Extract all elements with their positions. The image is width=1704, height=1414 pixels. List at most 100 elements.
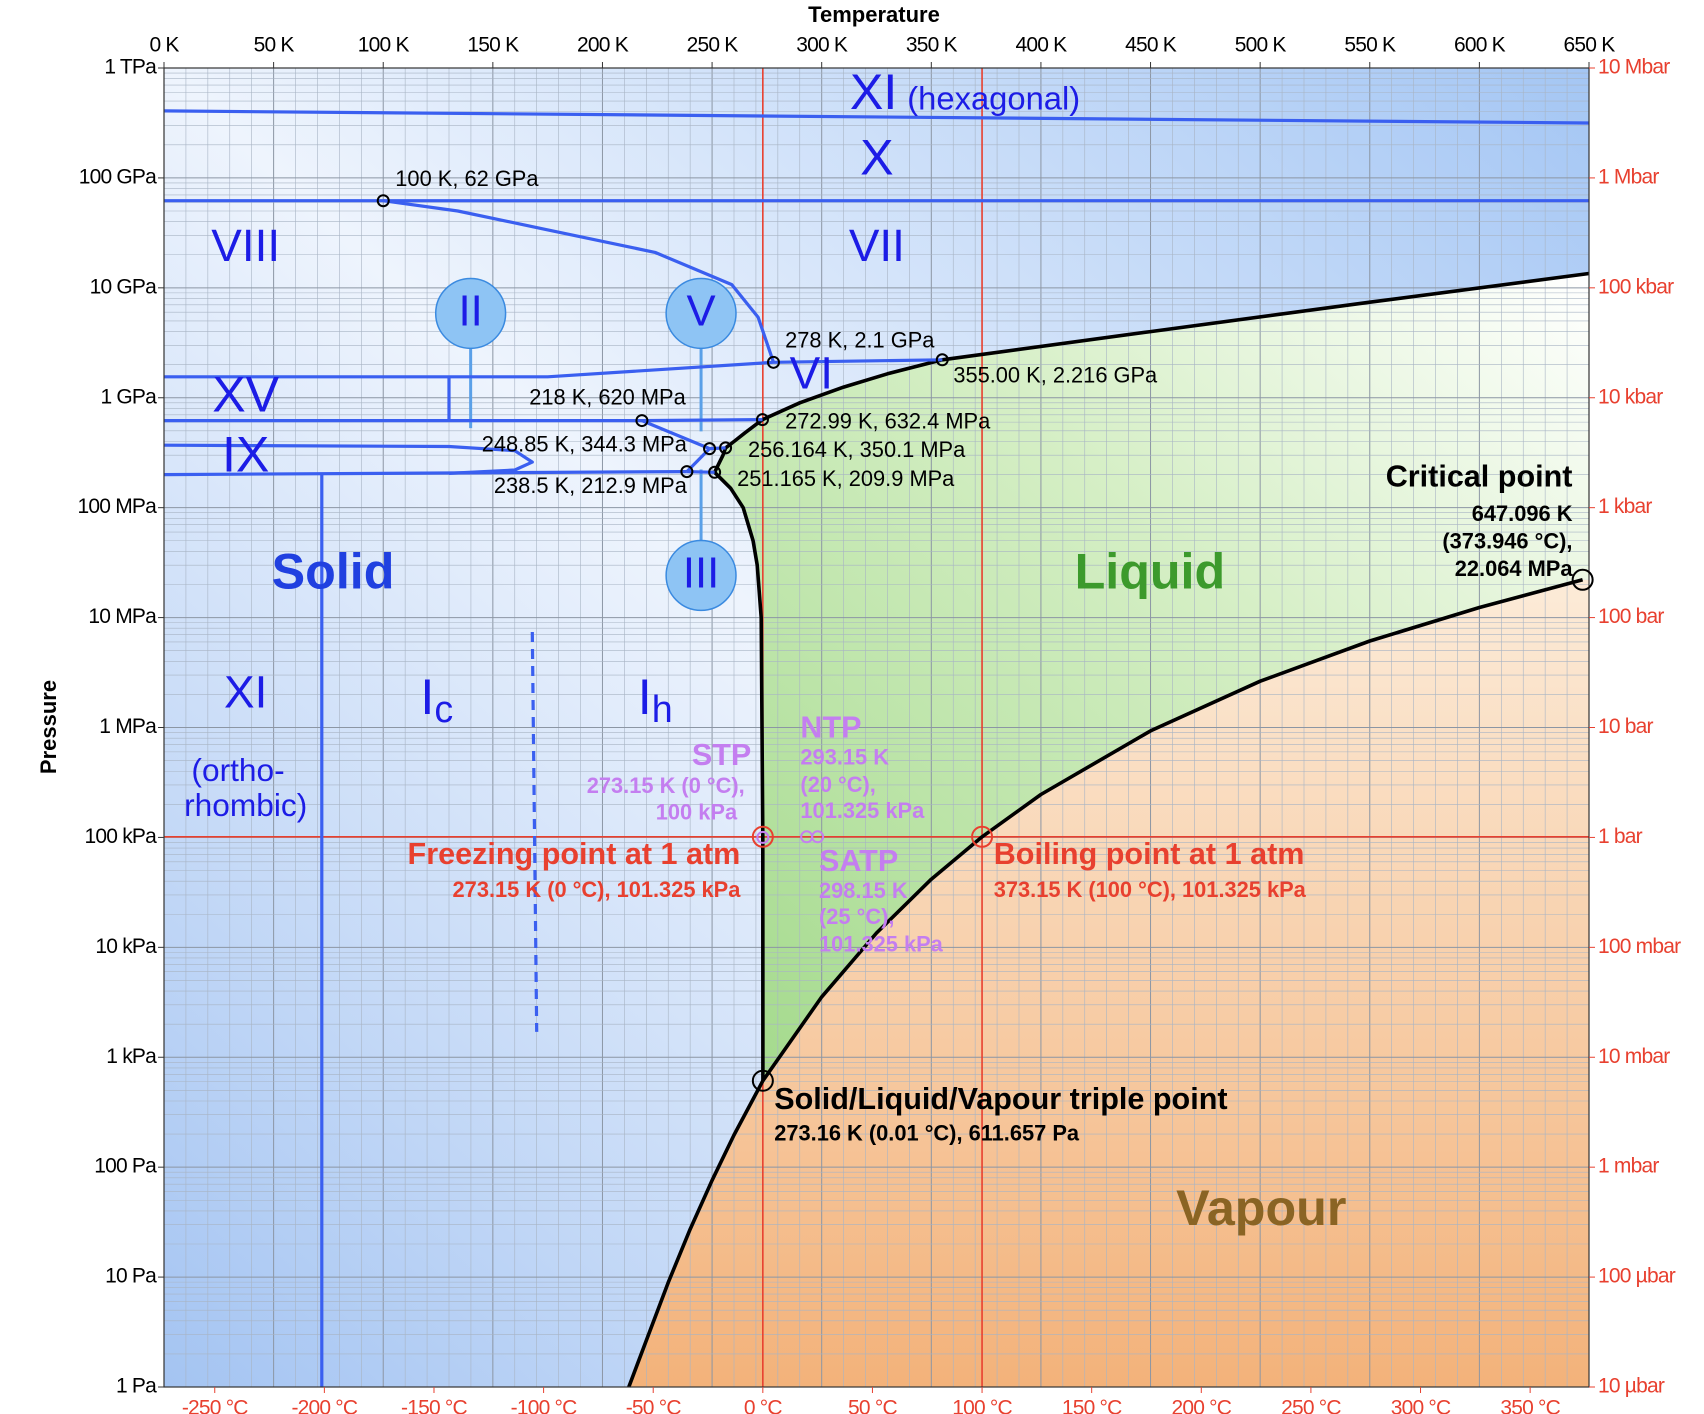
point-label: Freezing point at 1 atm: [408, 837, 741, 871]
y-tick-label: 1 Pa: [116, 1375, 157, 1398]
x-axis-title: Temperature: [808, 2, 940, 27]
point-label: STP: [692, 738, 751, 772]
region-label-text: VII: [849, 219, 905, 271]
phase-boundary: [761, 358, 943, 422]
x2-tick-label: -250 °C: [182, 1397, 248, 1414]
point-marker: [751, 1069, 774, 1092]
y2-tick-label: 10 mbar: [1598, 1045, 1670, 1068]
point-marker: [756, 830, 770, 844]
x-tick-label: 450 K: [1125, 34, 1177, 57]
y-tick-label: 10 MPa: [88, 605, 157, 628]
point-label: (20 °C),: [800, 772, 875, 797]
phase-boundary: [641, 419, 711, 451]
region-label: XI: [224, 666, 267, 718]
point-label: 278 K, 2.1 GPa: [785, 328, 935, 353]
x2-tick-label: 250 °C: [1281, 1397, 1341, 1414]
region-label: XV: [212, 367, 279, 423]
x-tick-label: 600 K: [1454, 34, 1506, 57]
point-label: (373.946 °C),: [1442, 528, 1572, 553]
x2-tick-label: 350 °C: [1500, 1397, 1560, 1414]
region-label-text: II: [459, 286, 483, 335]
y2-tick-label: 1 Mbar: [1598, 165, 1659, 188]
region-label: Liquid: [1075, 544, 1226, 600]
x-tick-label: 500 K: [1235, 34, 1287, 57]
point-label: 293.15 K: [800, 745, 889, 770]
region-label-text: III: [683, 548, 719, 597]
region-label-text: XI: [850, 64, 897, 120]
point-label: Boiling point at 1 atm: [994, 837, 1305, 871]
phase-boundary: [709, 446, 726, 451]
region-label: II: [459, 286, 483, 335]
region-label: VI: [790, 347, 833, 399]
region-label: V: [686, 286, 715, 335]
region-label: rhombic): [184, 787, 307, 823]
x-tick-label: 250 K: [687, 34, 739, 57]
y-tick-label: 100 kPa: [85, 825, 158, 848]
point-marker: [376, 194, 390, 208]
x-tick-label: 200 K: [577, 34, 629, 57]
point-marker: [719, 441, 733, 455]
label-circle: [665, 539, 737, 612]
y2-tick-label: 10 bar: [1598, 715, 1654, 738]
region-label: X: [860, 130, 894, 186]
point-label: 298.15 K: [819, 878, 908, 903]
point-label: Solid/Liquid/Vapour triple point: [774, 1082, 1227, 1116]
region-label: Vapour: [1176, 1180, 1346, 1236]
point-label: Critical point: [1386, 459, 1573, 493]
region-label-text: X: [860, 130, 894, 186]
x2-tick-label: 150 °C: [1062, 1397, 1122, 1414]
point-marker: [1571, 568, 1594, 591]
phase-boundary: [164, 360, 774, 379]
region-label-text: (hexagonal): [907, 79, 1080, 116]
y2-tick-label: 10 Mbar: [1598, 56, 1670, 79]
region-label-text: rhombic): [184, 787, 307, 823]
point-label: 273.16 K (0.01 °C), 611.657 Pa: [774, 1120, 1080, 1145]
region-label-text: V: [686, 286, 715, 335]
region-label-text: Solid: [272, 544, 395, 600]
y2-tick-label: 10 µbar: [1598, 1375, 1665, 1398]
region-label-text: VIII: [211, 219, 280, 271]
x-tick-label: 550 K: [1344, 34, 1396, 57]
phase-boundary: [942, 271, 1590, 362]
region-label: (ortho-: [191, 752, 284, 788]
region-label: (hexagonal): [907, 79, 1080, 116]
point-marker: [811, 830, 825, 844]
point-label: 355.00 K, 2.216 GPa: [953, 363, 1158, 388]
point-label: SATP: [819, 844, 898, 878]
vapour-region: [628, 579, 1589, 1387]
region-label-text: (ortho-: [191, 752, 284, 788]
point-label: 251.165 K, 209.9 MPa: [737, 466, 955, 491]
point-label: 218 K, 620 MPa: [529, 384, 686, 409]
region-label-text: VI: [790, 347, 833, 399]
x-tick-label: 350 K: [906, 34, 958, 57]
label-circle: [665, 277, 737, 350]
label-circle: [434, 277, 507, 350]
point-marker: [708, 465, 722, 479]
region-label-text: XI: [224, 666, 267, 718]
region-label: VII: [849, 219, 905, 271]
region-label: Ih: [638, 669, 673, 730]
region-label: XI: [850, 64, 897, 120]
point-marker: [766, 355, 780, 369]
y-tick-label: 1 MPa: [99, 715, 157, 738]
y2-tick-label: 1 bar: [1598, 825, 1643, 848]
point-label: 273.15 K (0 °C), 101.325 kPa: [453, 877, 742, 902]
region-label-text: I: [638, 669, 652, 725]
point-label: 272.99 K, 632.4 MPa: [785, 408, 991, 433]
region-label-subscript: h: [652, 688, 673, 730]
phase-boundary: [163, 443, 534, 475]
phase-boundary: [627, 1079, 765, 1388]
x-tick-label: 150 K: [467, 34, 519, 57]
x2-tick-label: 50 °C: [848, 1397, 897, 1414]
phase-boundary: [686, 470, 715, 474]
point-label: 101.325 kPa: [800, 798, 925, 823]
point-label: (25 °C),: [819, 904, 894, 929]
x2-tick-label: -100 °C: [511, 1397, 577, 1414]
point-label: 647.096 K: [1472, 501, 1573, 526]
point-label: 248.85 K, 344.3 MPa: [482, 431, 688, 456]
point-label: 101.325 kPa: [819, 931, 944, 956]
point-label: 238.5 K, 212.9 MPa: [494, 473, 688, 498]
y-tick-label: 1 TPa: [104, 56, 157, 79]
